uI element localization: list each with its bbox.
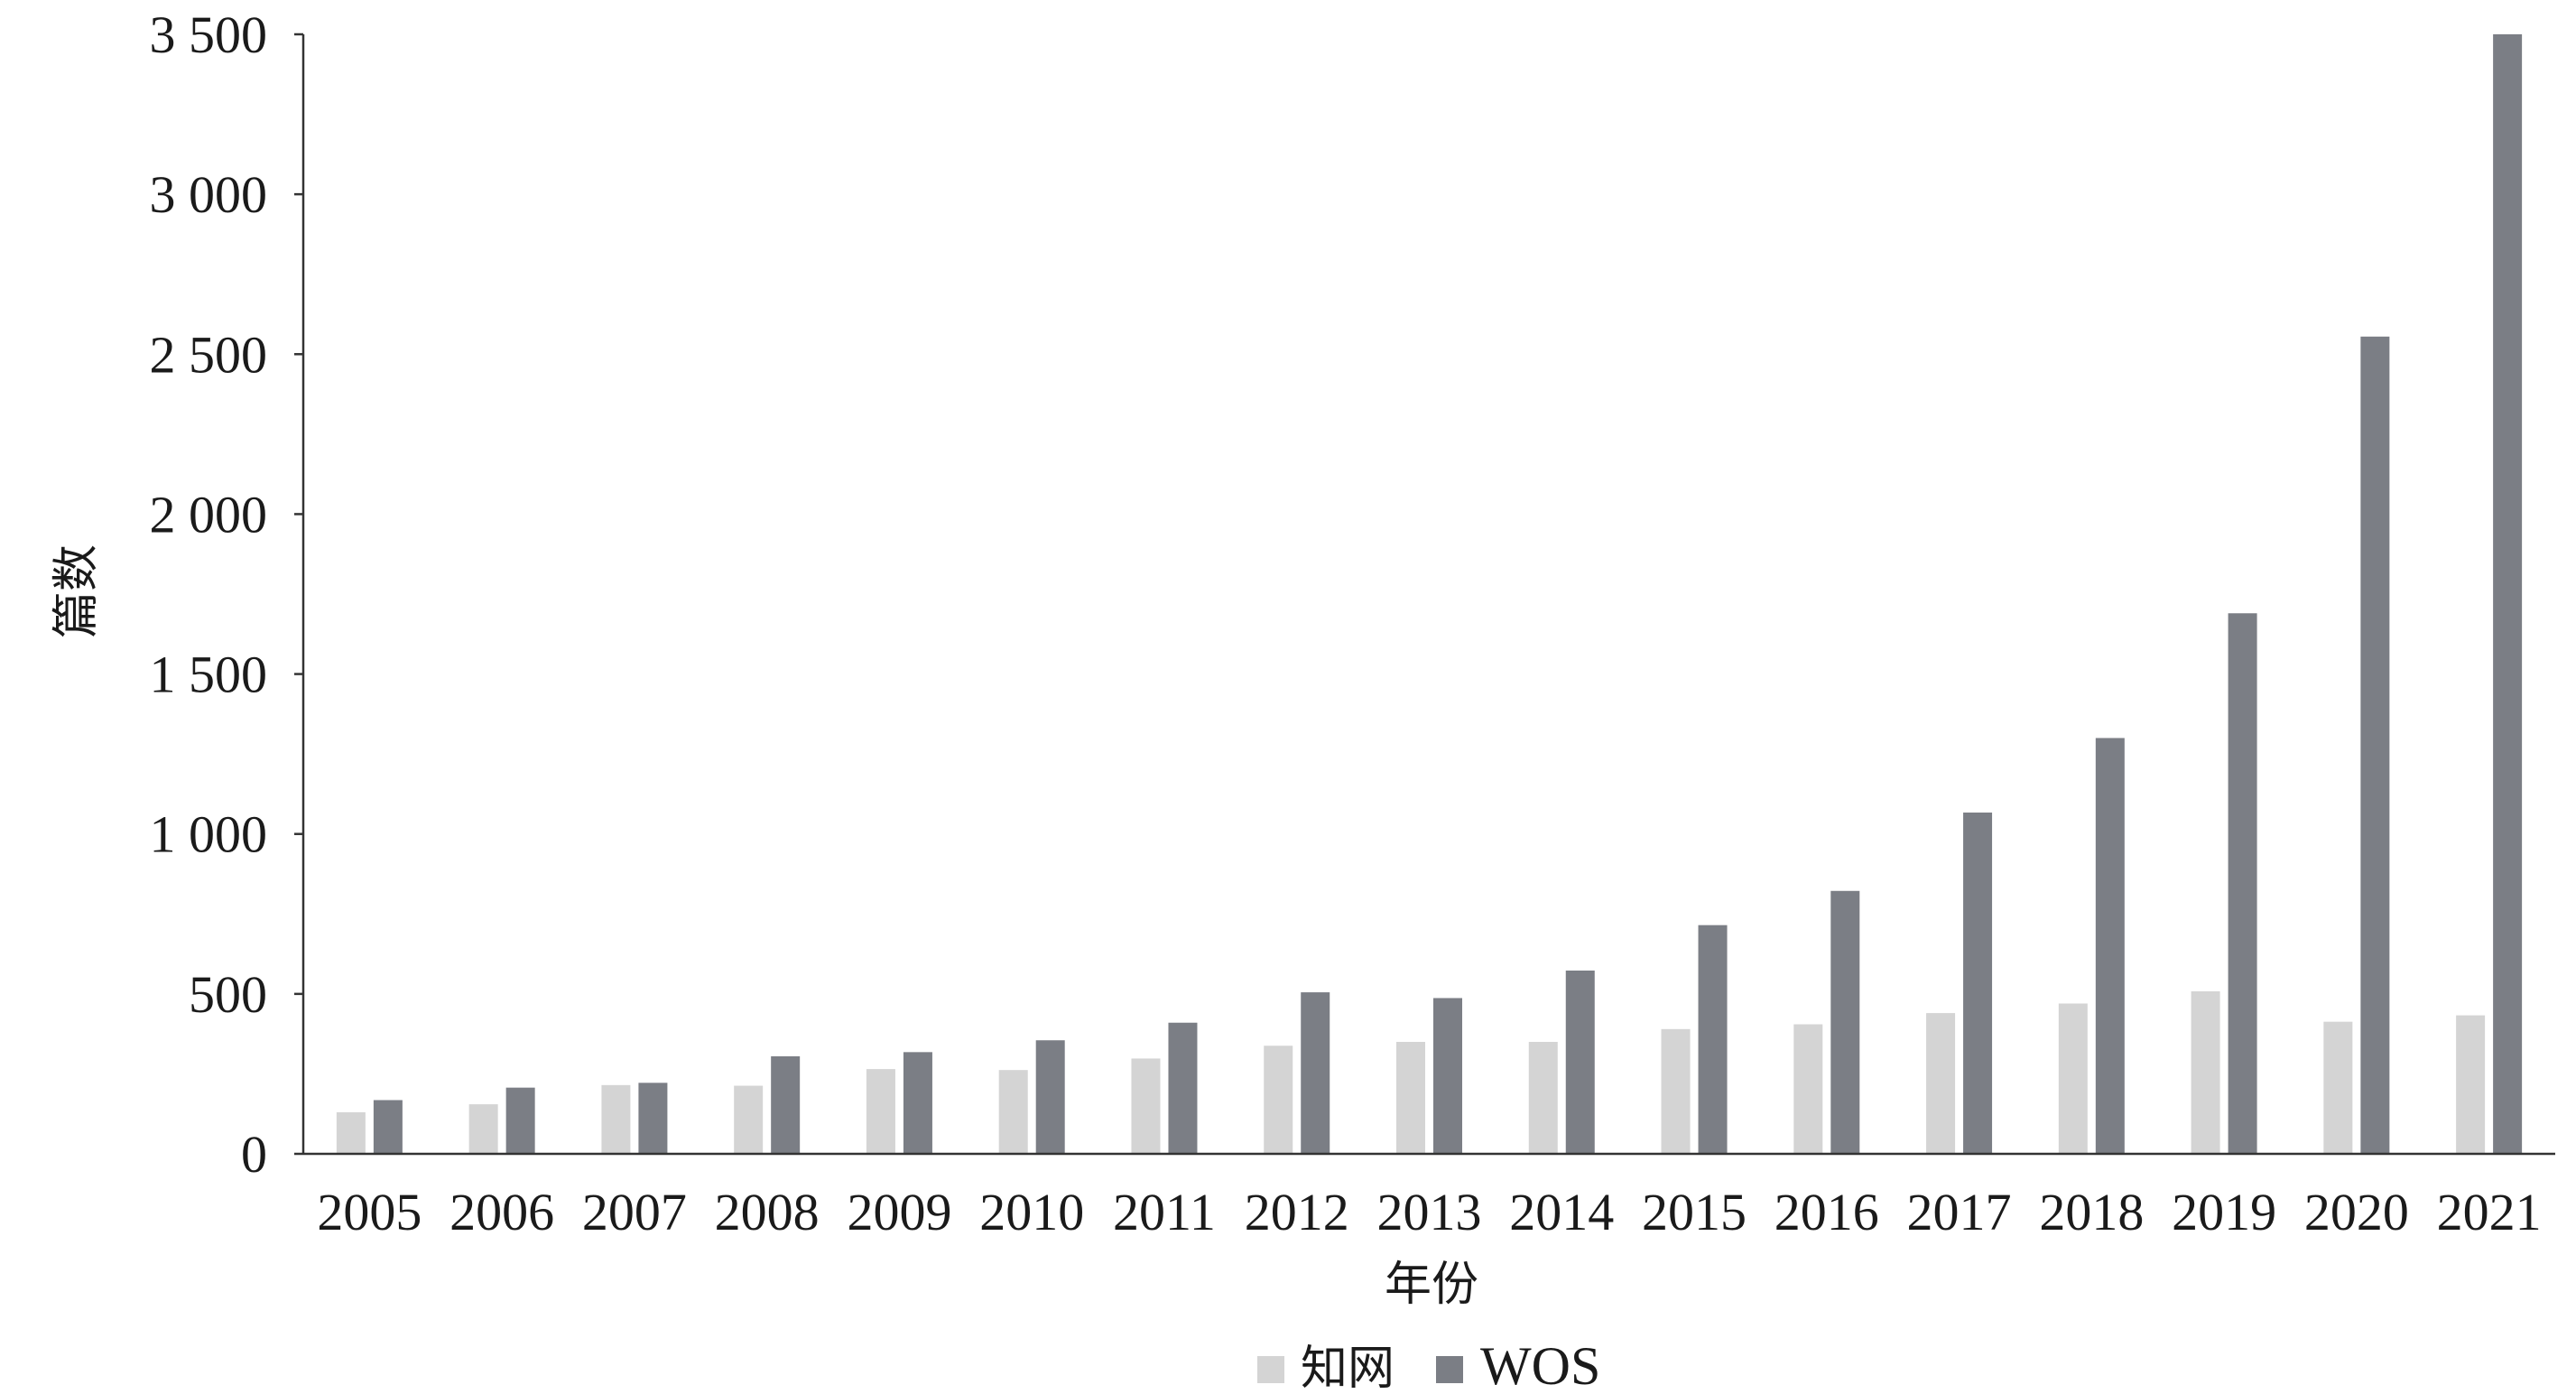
x-axis-title: 年份 — [1385, 1258, 1478, 1312]
x-tick-label: 2016 — [1774, 1183, 1879, 1241]
bar-wos-2012 — [1301, 992, 1330, 1154]
x-ticks-layer: 2005 2006 2007 2008 2009 2010 2011 2012 2013 2014… — [317, 1183, 2541, 1241]
legend-swatch-wos — [1436, 1356, 1463, 1383]
x-tick-label: 2014 — [1509, 1183, 1614, 1241]
x-tick-label: 2009 — [847, 1183, 951, 1241]
x-tick-label: 2020 — [2304, 1183, 2409, 1241]
legend: 知网 WOS — [1257, 1336, 1600, 1394]
y-tick-label: 0 — [241, 1125, 267, 1184]
bar-cnki-2012 — [1264, 1046, 1293, 1154]
x-tick-label: 2010 — [979, 1183, 1084, 1241]
x-tick-label: 2008 — [715, 1183, 820, 1241]
bar-wos-2013 — [1433, 998, 1462, 1154]
bar-cnki-2005 — [336, 1111, 366, 1154]
bar-cnki-2011 — [1131, 1058, 1161, 1154]
bar-cnki-2018 — [2058, 1003, 2088, 1154]
bar-cnki-2008 — [734, 1085, 764, 1154]
x-tick-label: 2017 — [1907, 1183, 2012, 1241]
x-tick-label: 2011 — [1113, 1183, 1216, 1241]
bars-layer — [336, 34, 2523, 1154]
y-ticks-layer: 0 500 1 000 1 500 2 000 2 500 3 000 3 500 — [150, 5, 303, 1184]
bar-cnki-2014 — [1528, 1042, 1558, 1154]
bar-cnki-2015 — [1661, 1028, 1691, 1154]
y-tick-label: 2 500 — [150, 325, 268, 384]
y-tick-label: 1 500 — [150, 646, 268, 704]
bar-wos-2019 — [2228, 613, 2257, 1154]
bar-wos-2016 — [1830, 890, 1860, 1154]
bar-cnki-2013 — [1396, 1042, 1425, 1154]
bar-wos-2011 — [1168, 1022, 1198, 1154]
x-tick-label: 2005 — [317, 1183, 422, 1241]
x-tick-label: 2006 — [449, 1183, 554, 1241]
bar-wos-2017 — [1963, 812, 1993, 1154]
bar-cnki-2006 — [468, 1104, 498, 1154]
y-tick-label: 1 000 — [150, 805, 268, 864]
legend-label-cnki: 知网 — [1301, 1342, 1395, 1389]
bar-cnki-2017 — [1926, 1013, 1956, 1154]
bar-wos-2021 — [2493, 34, 2523, 1154]
x-tick-label: 2019 — [2172, 1183, 2276, 1241]
bar-cnki-2009 — [866, 1069, 895, 1154]
x-tick-label: 2021 — [2437, 1183, 2542, 1241]
x-tick-label: 2013 — [1377, 1183, 1482, 1241]
legend-swatch-cnki — [1257, 1356, 1284, 1383]
bar-cnki-2021 — [2456, 1015, 2486, 1154]
bar-wos-2018 — [2095, 738, 2125, 1154]
x-tick-label: 2012 — [1245, 1183, 1349, 1241]
bar-wos-2008 — [771, 1055, 801, 1154]
y-axis-title: 篇数 — [50, 544, 104, 638]
bar-wos-2014 — [1565, 970, 1595, 1154]
bar-wos-2009 — [903, 1052, 932, 1154]
bar-wos-2010 — [1035, 1040, 1065, 1154]
y-tick-label: 3 000 — [150, 165, 268, 224]
x-tick-label: 2007 — [582, 1183, 687, 1241]
bar-wos-2015 — [1698, 925, 1728, 1154]
y-tick-label: 3 500 — [150, 5, 268, 64]
bar-wos-2005 — [373, 1100, 403, 1154]
bar-cnki-2010 — [998, 1070, 1028, 1154]
bar-cnki-2020 — [2323, 1021, 2353, 1154]
bar-cnki-2019 — [2191, 991, 2220, 1154]
bar-cnki-2007 — [601, 1084, 631, 1154]
y-tick-label: 2 000 — [150, 485, 268, 544]
x-tick-label: 2015 — [1642, 1183, 1747, 1241]
legend-label-wos: WOS — [1480, 1336, 1600, 1389]
bar-wos-2020 — [2360, 336, 2390, 1154]
y-tick-label: 500 — [189, 965, 267, 1024]
bar-wos-2007 — [638, 1083, 668, 1154]
x-tick-label: 2018 — [2039, 1183, 2144, 1241]
bar-cnki-2016 — [1793, 1024, 1823, 1154]
bar-wos-2006 — [505, 1087, 535, 1154]
